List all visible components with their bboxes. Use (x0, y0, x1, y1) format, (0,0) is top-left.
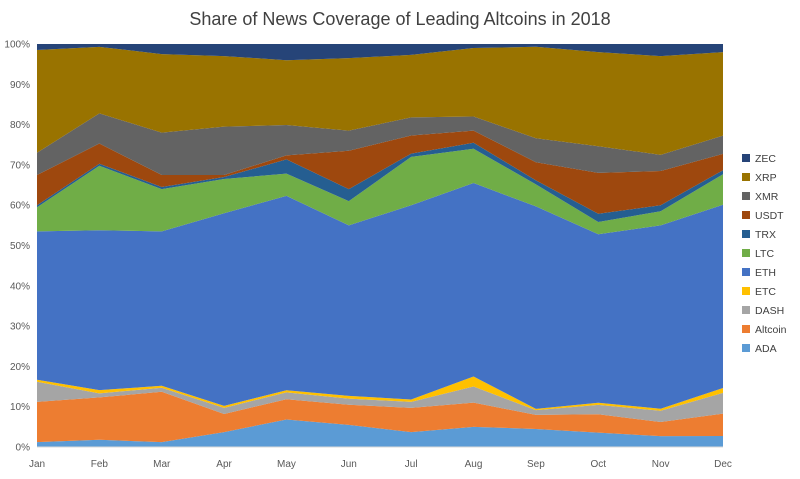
area-series-zec (37, 44, 723, 61)
legend-label-ada: ADA (755, 343, 777, 355)
area-series-altcoin (37, 391, 723, 443)
legend-swatch-eth (742, 268, 750, 276)
x-tick-label: Nov (652, 459, 670, 470)
area-series-usdt (37, 130, 723, 214)
x-tick-label: Jan (29, 459, 45, 470)
area-series-eth (37, 183, 723, 409)
y-tick-label: 20% (10, 362, 30, 373)
legend-label-trx: TRX (755, 229, 776, 241)
legend-label-eth: ETH (755, 267, 776, 279)
x-tick-label: Dec (714, 459, 732, 470)
x-tick-label: Sep (527, 459, 545, 470)
axis-layer: 0% 10% 20% 30% 40% 50% 60% 70% 80% 90% 100% Jan Feb M… (4, 40, 731, 471)
legend-label-dash: DASH (755, 305, 784, 317)
legend-label-zec: ZEC (755, 153, 776, 165)
area-series-dash (37, 381, 723, 423)
x-tick-label: Jun (341, 459, 357, 470)
legend-swatch-zec (742, 154, 750, 162)
legend: ZEC XRP XMR USDT TRX LTC ETH ETC DASH Altcoin ADA (742, 153, 787, 355)
x-tick-label: Aug (465, 459, 483, 470)
x-tick-label: Jul (405, 459, 418, 470)
legend-swatch-xrp (742, 173, 750, 181)
legend-swatch-altcoin (742, 325, 750, 333)
x-tick-label: May (277, 459, 296, 470)
y-tick-label: 90% (10, 80, 30, 91)
area-series-etc (37, 376, 723, 411)
area-series-ltc (37, 148, 723, 235)
legend-swatch-etc (742, 287, 750, 295)
legend-swatch-dash (742, 306, 750, 314)
legend-swatch-usdt (742, 211, 750, 219)
y-tick-label: 50% (10, 241, 30, 252)
area-series-xmr (37, 113, 723, 175)
legend-label-xrp: XRP (755, 172, 777, 184)
legend-label-xmr: XMR (755, 191, 779, 203)
y-tick-label: 80% (10, 120, 30, 131)
y-tick-label: 40% (10, 281, 30, 292)
y-tick-label: 10% (10, 402, 30, 413)
area-series-xrp (37, 46, 723, 155)
y-tick-label: 100% (4, 40, 30, 51)
area-series-ada (37, 419, 723, 447)
legend-label-etc: ETC (755, 286, 776, 298)
x-tick-label: Apr (216, 459, 232, 470)
x-tick-label: Mar (153, 459, 171, 470)
areas-layer (37, 44, 723, 447)
x-tick-label: Feb (91, 459, 109, 470)
legend-label-ltc: LTC (755, 248, 774, 260)
legend-swatch-trx (742, 230, 750, 238)
legend-swatch-ltc (742, 249, 750, 257)
x-tick-label: Oct (590, 459, 606, 470)
y-tick-label: 70% (10, 160, 30, 171)
y-tick-label: 0% (16, 443, 31, 454)
legend-label-usdt: USDT (755, 210, 784, 222)
legend-swatch-ada (742, 344, 750, 352)
legend-label-altcoin: Altcoin (755, 324, 787, 336)
y-tick-label: 30% (10, 322, 30, 333)
y-tick-label: 60% (10, 201, 30, 212)
chart-title: Share of News Coverage of Leading Altcoi… (189, 9, 611, 29)
legend-swatch-xmr (742, 192, 750, 200)
